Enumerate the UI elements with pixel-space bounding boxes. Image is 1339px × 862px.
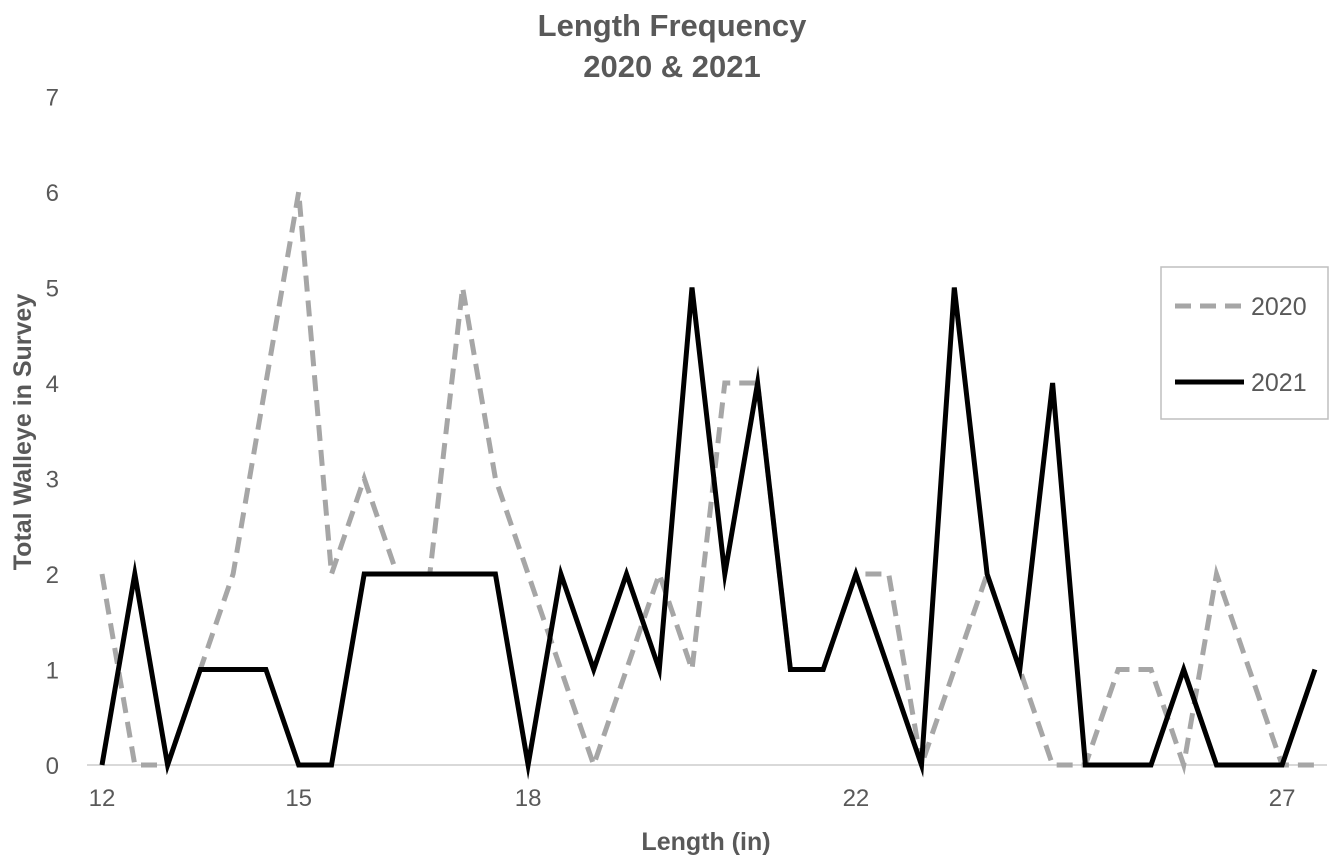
x-axis-title: Length (in) bbox=[641, 828, 770, 856]
x-tick-label: 15 bbox=[285, 785, 312, 812]
y-axis-title: Total Walleye in Survey bbox=[9, 294, 37, 571]
y-tick-label: 1 bbox=[46, 658, 59, 685]
chart-title-line-1: Length Frequency bbox=[538, 8, 807, 43]
y-tick-label: 3 bbox=[46, 467, 59, 494]
series-line-2020 bbox=[99, 172, 1315, 776]
y-tick-label: 0 bbox=[46, 753, 59, 780]
y-tick-label: 2 bbox=[46, 562, 59, 589]
y-tick-label: 5 bbox=[46, 276, 59, 303]
chart-title-line-2: 2020 & 2021 bbox=[583, 49, 761, 84]
x-axis-tick-labels: 12 15 18 22 27 bbox=[89, 785, 1296, 812]
legend-label-2021: 2021 bbox=[1251, 369, 1307, 397]
x-tick-label: 27 bbox=[1269, 785, 1296, 812]
series-lines bbox=[99, 172, 1318, 780]
legend-label-2020: 2020 bbox=[1251, 293, 1307, 321]
x-tick-label: 22 bbox=[843, 785, 870, 812]
y-axis-tick-labels: 0 1 2 3 4 5 6 7 bbox=[46, 85, 59, 781]
x-tick-label: 12 bbox=[89, 785, 116, 812]
y-tick-label: 4 bbox=[46, 371, 59, 398]
y-tick-label: 7 bbox=[46, 85, 59, 112]
x-tick-label: 18 bbox=[515, 785, 542, 812]
legend-frame bbox=[1160, 266, 1329, 420]
series-line-2021 bbox=[99, 287, 1318, 780]
legend: 2020 2021 bbox=[1160, 266, 1329, 420]
y-tick-label: 6 bbox=[46, 180, 59, 207]
